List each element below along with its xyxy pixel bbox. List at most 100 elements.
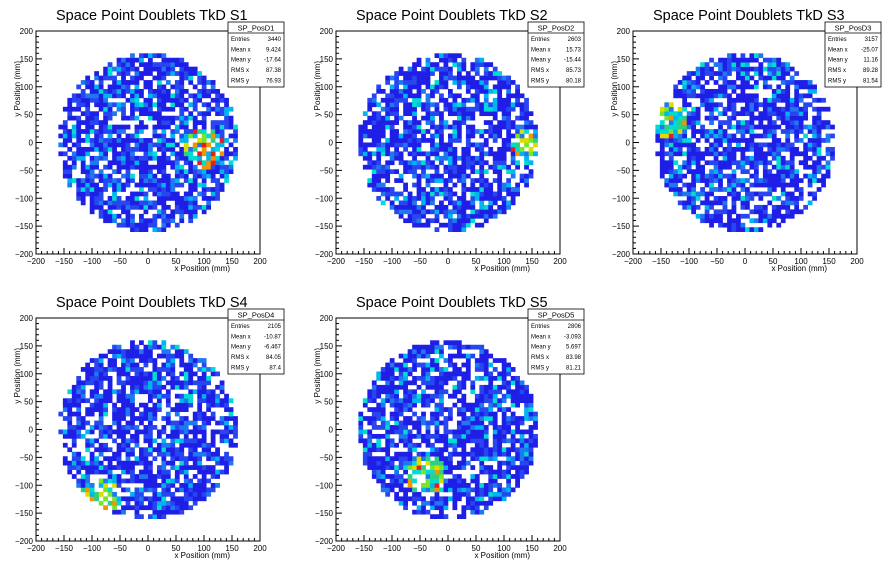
heatmap-cell: [170, 102, 176, 108]
heatmap-cell: [740, 227, 746, 232]
heatmap-cell: [465, 491, 471, 497]
heatmap-cell: [201, 88, 207, 94]
heatmap-cell: [179, 213, 185, 219]
heatmap-cell: [425, 344, 431, 350]
heatmap-cell: [767, 102, 773, 108]
heatmap-cell: [116, 169, 122, 175]
heatmap-cell: [210, 133, 216, 139]
heatmap-cell: [197, 402, 203, 408]
heatmap-cell: [668, 138, 674, 143]
y-tick-label: 0: [29, 426, 34, 435]
heatmap-cell: [103, 456, 108, 462]
heatmap-cell: [448, 411, 453, 417]
heatmap-cell: [398, 398, 404, 404]
heatmap-cell: [89, 191, 95, 197]
heatmap-cell: [228, 164, 234, 170]
heatmap-cell: [98, 191, 104, 197]
heatmap-cell: [183, 75, 189, 81]
heatmap-cell: [148, 442, 153, 448]
heatmap-cell: [443, 380, 449, 386]
heatmap-cell: [430, 151, 435, 157]
heatmap-cell: [116, 93, 122, 99]
heatmap-cell: [116, 474, 122, 479]
heatmap-cell: [479, 469, 485, 475]
heatmap-cell: [691, 129, 697, 134]
heatmap-cell: [179, 420, 185, 426]
heatmap-cell: [121, 384, 126, 390]
heatmap-cell: [367, 102, 373, 108]
heatmap-cell: [740, 155, 746, 161]
heatmap-cell: [192, 358, 198, 363]
heatmap-cell: [130, 66, 135, 72]
heatmap-cell: [398, 496, 404, 502]
heatmap-cell: [188, 133, 194, 139]
heatmap-cell: [98, 407, 104, 412]
heatmap-cell: [206, 478, 212, 484]
heatmap-cell: [98, 213, 104, 219]
heatmap-cell: [219, 120, 225, 125]
heatmap-cell: [655, 151, 661, 157]
heatmap-cell: [228, 442, 234, 448]
heatmap-cell: [749, 218, 755, 224]
heatmap-cell: [709, 146, 714, 152]
heatmap-cell: [215, 142, 220, 148]
heatmap-cell: [94, 407, 100, 412]
heatmap-cell: [506, 200, 512, 206]
heatmap-cell: [148, 155, 153, 161]
heatmap-cell: [425, 155, 431, 161]
heatmap-cell: [762, 75, 768, 81]
heatmap-cell: [816, 129, 822, 134]
heatmap-cell: [389, 429, 395, 435]
heatmap-cell: [794, 71, 800, 76]
heatmap-cell: [165, 173, 171, 179]
heatmap-cell: [470, 213, 476, 219]
stats-title: SP_PosD1: [238, 24, 275, 33]
heatmap-cell: [479, 353, 485, 359]
heatmap-cell: [483, 416, 489, 421]
heatmap-cell: [474, 129, 480, 134]
heatmap-cell: [62, 120, 68, 125]
heatmap-cell: [479, 344, 485, 350]
heatmap-cell: [210, 160, 216, 166]
heatmap-cell: [358, 124, 364, 130]
heatmap-cell: [116, 138, 122, 143]
heatmap-cell: [192, 182, 198, 188]
heatmap-cell: [421, 71, 426, 76]
heatmap-cell: [224, 416, 229, 421]
heatmap-cell: [421, 169, 426, 175]
heatmap-cell: [816, 120, 822, 125]
heatmap-cell: [740, 129, 746, 134]
heatmap-cell: [394, 478, 400, 484]
heatmap-cell: [376, 173, 382, 179]
stats-value: 84.05: [266, 355, 282, 361]
heatmap-cell: [179, 393, 185, 399]
heatmap-cell: [407, 111, 413, 117]
heatmap-cell: [130, 57, 135, 63]
heatmap-cell: [130, 53, 135, 59]
heatmap-cell: [192, 71, 198, 76]
heatmap-cell: [112, 344, 117, 350]
heatmap-cell: [85, 371, 91, 377]
heatmap-cell: [501, 491, 507, 497]
heatmap-cell: [668, 169, 674, 175]
heatmap-cell: [170, 456, 176, 462]
heatmap-cell: [85, 84, 91, 90]
heatmap-cell: [67, 164, 73, 170]
heatmap-cell: [745, 187, 750, 192]
heatmap-cell: [421, 133, 426, 139]
heatmap-cell: [416, 509, 422, 515]
heatmap-cell: [709, 187, 714, 192]
heatmap-cell: [71, 456, 77, 462]
heatmap-cell: [439, 57, 444, 63]
heatmap-cell: [421, 222, 426, 228]
heatmap-cell: [664, 178, 670, 183]
heatmap-cell: [156, 442, 162, 448]
heatmap-cell: [152, 514, 158, 519]
heatmap-cell: [148, 138, 153, 143]
heatmap-cell: [156, 447, 162, 453]
heatmap-cell: [664, 133, 670, 139]
heatmap-cell: [103, 209, 108, 215]
heatmap-cell: [156, 433, 162, 439]
heatmap-cell: [192, 496, 198, 502]
x-tick-label: −50: [113, 544, 127, 553]
